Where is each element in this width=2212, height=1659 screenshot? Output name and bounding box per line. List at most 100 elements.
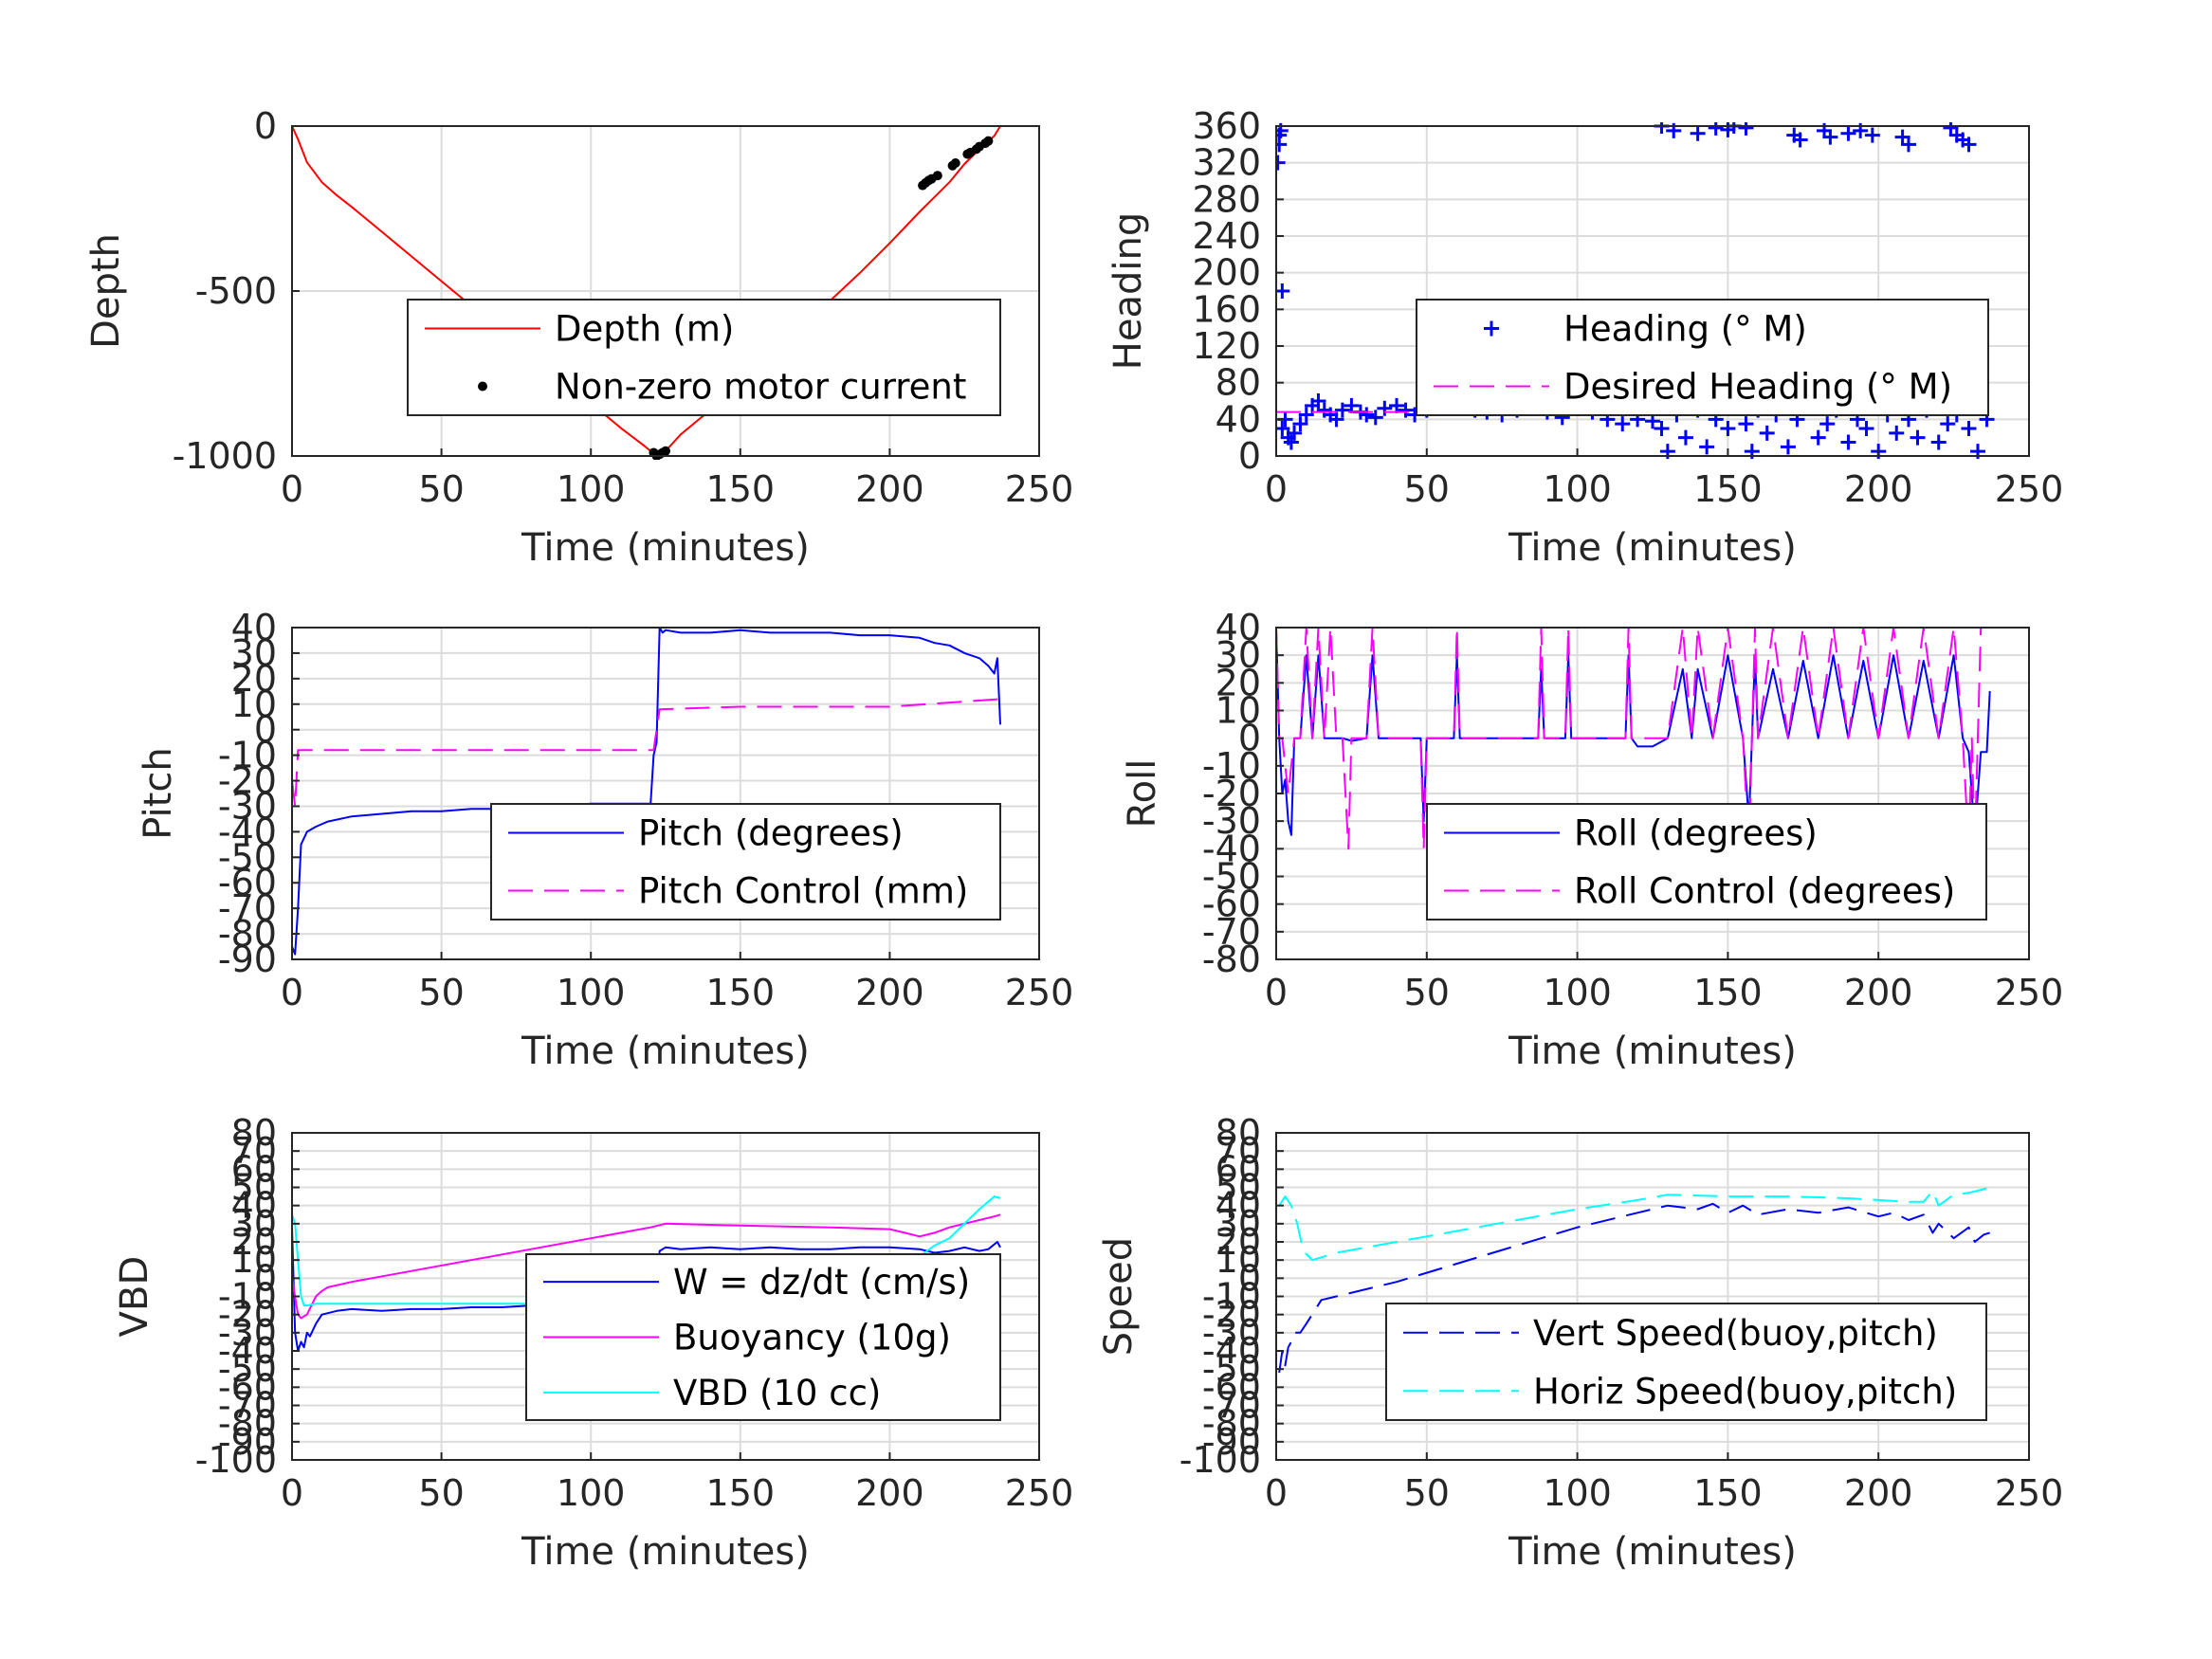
heading-x-axis-label: Time (minutes) [1508, 526, 1797, 570]
vbd-y-tick-label: 60 [231, 1148, 277, 1190]
roll-subplot: 0 50 100 150 200 250-80-70-60-50-40-30-20-100… [1121, 607, 2063, 1073]
pitch-legend-label: Pitch (degrees) [638, 813, 904, 854]
heading-series-0-point [1398, 402, 1414, 418]
speed-y-tick-label: 50 [1216, 1167, 1261, 1209]
pitch-y-tick-label: -50 [218, 836, 277, 878]
heading-legend-label: Heading (° M) [1563, 309, 1807, 350]
heading-series-0-point [1900, 137, 1916, 153]
vbd-x-tick-label: 100 [557, 1472, 626, 1514]
heading-legend-marker [1484, 320, 1499, 337]
roll-y-tick-label: 40 [1216, 607, 1261, 648]
heading-series-0-point [1961, 137, 1977, 153]
speed-y-tick-label: 0 [1238, 1257, 1261, 1299]
depth-x-tick-label: 0 [281, 468, 303, 510]
depth-subplot: 0 50 100 150 200 250 -1000 -500 0 Time (minutes) D… [84, 105, 1073, 570]
heading-y-tick-label: 0 [1238, 435, 1261, 477]
speed-legend-label: Vert Speed(buoy,pitch) [1533, 1313, 1938, 1354]
vbd-y-tick-label: -60 [218, 1366, 277, 1408]
heading-series-0-point [1810, 429, 1826, 446]
heading-legend-label: Desired Heading (° M) [1563, 367, 1952, 408]
depth-series-1-point [661, 446, 670, 456]
speed-y-tick-label: -90 [1202, 1421, 1261, 1463]
vbd-y-tick-label: 50 [231, 1167, 277, 1209]
heading-series-0-point [1276, 283, 1290, 299]
roll-y-tick-label: 20 [1216, 662, 1261, 703]
pitch-data-layer [292, 627, 1001, 956]
depth-x-tick-label: 100 [557, 468, 626, 510]
vbd-legend: W = dz/dt (cm/s) Buoyancy (10g) VBD (10 cc… [525, 1253, 1001, 1421]
depth-x-tick-label: 150 [706, 468, 776, 510]
heading-series-0-point [1822, 129, 1838, 145]
heading-series-0-point [1864, 127, 1880, 143]
roll-x-axis-label: Time (minutes) [1508, 1030, 1797, 1073]
heading-y-tick-label: 240 [1192, 215, 1261, 257]
depth-y-tick-label: 0 [254, 105, 277, 147]
roll-y-tick-label: -60 [1202, 884, 1261, 925]
pitch-y-tick-label: 30 [231, 632, 277, 674]
pitch-y-tick-label: -70 [218, 887, 277, 929]
vbd-series-1-line [292, 1213, 1001, 1320]
pitch-y-tick-label: 10 [231, 684, 277, 725]
speed-x-tick-label: 50 [1404, 1472, 1450, 1514]
vbd-x-axis-label: Time (minutes) [521, 1530, 810, 1574]
pitch-legend-label: Pitch Control (mm) [638, 871, 968, 912]
speed-legend-box [1385, 1303, 1987, 1421]
vbd-x-tick-label: 0 [281, 1472, 303, 1514]
depth-legend-label: Depth (m) [555, 309, 734, 350]
roll-y-tick-label: -30 [1202, 800, 1261, 842]
pitch-y-tick-label: -60 [218, 862, 277, 903]
depth-legend-box [407, 299, 1001, 416]
heading-series-0-point [1858, 421, 1874, 436]
roll-y-tick-label: -10 [1202, 745, 1261, 787]
heading-axes-frame [1275, 125, 2030, 457]
pitch-y-tick-label: 40 [231, 607, 277, 648]
heading-series-0-point [1276, 421, 1290, 436]
speed-y-tick-label: -10 [1202, 1276, 1261, 1318]
speed-y-tick-label: -20 [1202, 1294, 1261, 1336]
heading-series-0-point [1961, 421, 1977, 436]
speed-y-tick-label: 60 [1216, 1148, 1261, 1190]
heading-series-0-point [1690, 125, 1706, 141]
roll-y-tick-label: -50 [1202, 856, 1261, 898]
roll-legend: Roll (degrees) Roll Control (degrees) [1426, 803, 1987, 921]
speed-legend: Vert Speed(buoy,pitch) Horiz Speed(buoy,p… [1385, 1303, 1987, 1421]
roll-x-tick-label: 250 [1995, 972, 2064, 1013]
speed-series-1-line [1278, 1186, 1990, 1262]
speed-y-axis-label: Speed [1097, 1237, 1141, 1356]
speed-x-tick-label: 250 [1995, 1472, 2064, 1514]
heading-series-0-point [1359, 407, 1375, 423]
heading-series-0-point [1840, 434, 1856, 450]
roll-x-tick-label: 100 [1543, 972, 1612, 1013]
speed-y-tick-label: -70 [1202, 1385, 1261, 1427]
depth-y-tick-label: -500 [195, 270, 277, 312]
heading-x-tick-label: 0 [1265, 468, 1288, 510]
pitch-y-tick-label: -20 [218, 760, 277, 802]
depth-x-tick-label: 50 [418, 468, 464, 510]
heading-x-tick-label: 150 [1693, 468, 1763, 510]
roll-y-tick-label: -40 [1202, 828, 1261, 869]
speed-y-tick-label: 40 [1216, 1185, 1261, 1227]
pitch-subplot: 0 50 100 150 200 250-90-80-70-60-50-40-30-20-… [137, 607, 1073, 1073]
vbd-y-tick-label: 30 [231, 1203, 277, 1245]
vbd-y-tick-label: -40 [218, 1330, 277, 1372]
heading-series-0-point [1287, 425, 1303, 441]
speed-x-tick-label: 150 [1693, 1472, 1763, 1514]
pitch-x-tick-label: 200 [855, 972, 924, 1013]
heading-x-tick-label: 50 [1404, 468, 1450, 510]
roll-x-tick-label: 150 [1693, 972, 1763, 1013]
heading-legend-box [1416, 299, 1989, 416]
heading-y-tick-label: 120 [1192, 325, 1261, 367]
speed-y-tick-label: -40 [1202, 1330, 1261, 1372]
speed-x-axis-label: Time (minutes) [1508, 1530, 1797, 1574]
depth-y-axis-label: Depth [84, 233, 128, 349]
roll-x-tick-label: 0 [1265, 972, 1288, 1013]
heading-series-0-point [1792, 132, 1808, 148]
heading-legend: Heading (° M) Desired Heading (° M) [1416, 299, 1989, 416]
roll-legend-label: Roll Control (degrees) [1574, 871, 1955, 912]
heading-series-0-point [1292, 416, 1308, 432]
depth-x-axis-label: Time (minutes) [521, 526, 810, 570]
heading-series-0-point [1708, 122, 1724, 136]
roll-y-tick-label: -20 [1202, 773, 1261, 814]
vbd-y-tick-label: 20 [231, 1221, 277, 1263]
pitch-y-tick-label: -90 [218, 939, 277, 980]
